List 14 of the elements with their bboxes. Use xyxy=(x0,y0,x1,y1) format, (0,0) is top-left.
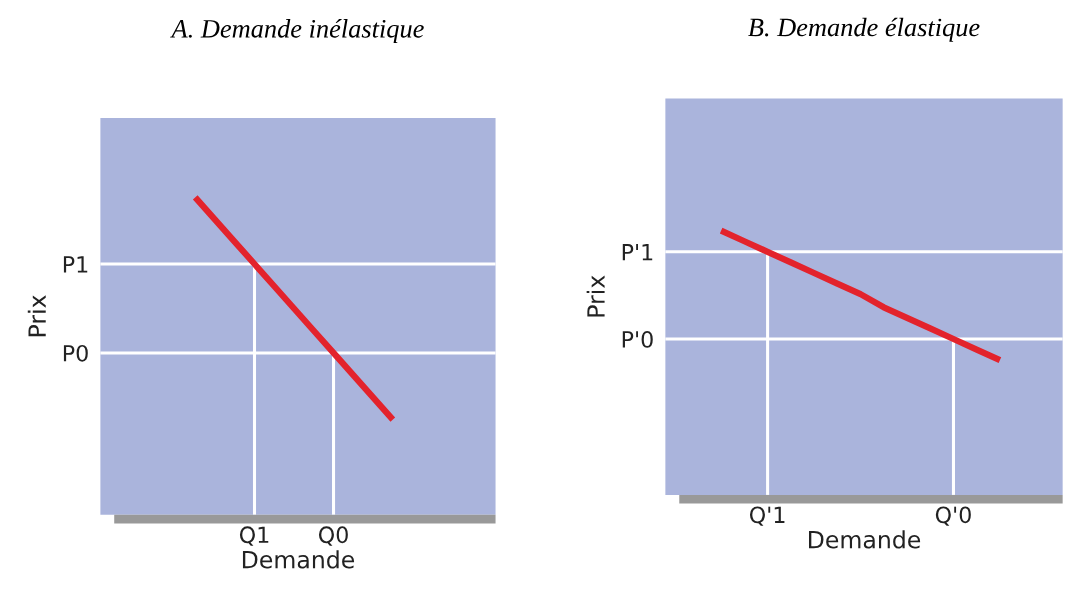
x-axis-title: Demande xyxy=(809,530,921,549)
x-tick-label: Q'1 xyxy=(749,506,785,526)
chart-title: A. Demande inélastique xyxy=(170,19,424,44)
x-axis-title: Demande xyxy=(242,550,355,569)
x-tick-label: Q'0 xyxy=(935,506,971,526)
chart-title: B. Demande élastique xyxy=(748,17,980,42)
y-axis-title: Prix xyxy=(27,295,46,337)
ref-line-label: P'1 xyxy=(622,244,653,261)
ref-line-label: P1 xyxy=(63,256,88,273)
ref-line-label: P0 xyxy=(63,344,88,362)
ref-line-label: P'0 xyxy=(622,330,653,348)
x-tick-label: Q0 xyxy=(318,526,348,546)
y-axis-title: Prix xyxy=(586,275,605,317)
x-tick-label: Q1 xyxy=(239,526,269,546)
